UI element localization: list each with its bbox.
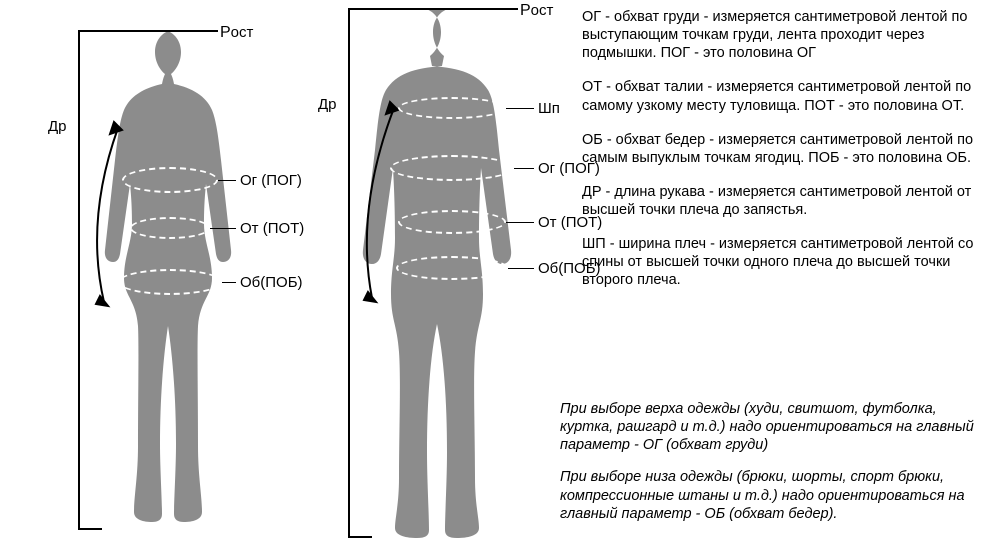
definition-dr: ДР - длина рукава - измеряется сантиметр… (582, 183, 987, 219)
definition-ot: ОТ - обхват талии - измеряется сантиметр… (582, 78, 987, 114)
definition-shp: ШП - ширина плеч - измеряется сантиметро… (582, 235, 987, 289)
definition-og: ОГ - обхват груди - измеряется сантиметр… (582, 8, 987, 62)
notes-column: При выборе верха одежды (худи, свитшот, … (560, 400, 990, 537)
note-top: При выборе верха одежды (худи, свитшот, … (560, 400, 990, 454)
male-shoulder-leader (506, 108, 534, 109)
male-sleeve-curve (0, 0, 560, 400)
male-hip-ring (396, 256, 508, 280)
note-bottom: При выборе низа одежды (брюки, шорты, сп… (560, 468, 990, 522)
male-hip-leader (508, 268, 534, 269)
male-shoulder-ring (398, 97, 506, 119)
definition-ob: ОБ - обхват бедер - измеряется сантиметр… (582, 131, 987, 167)
male-bust-ring (390, 155, 514, 181)
male-bust-leader (514, 168, 534, 169)
male-shoulder-label: Шп (538, 100, 560, 117)
male-height-tick-bottom (348, 536, 372, 538)
definitions-column: ОГ - обхват груди - измеряется сантиметр… (582, 8, 987, 306)
male-sleeve-label: Др (318, 96, 337, 113)
diagram-stage: Рост Др Ог (ПОГ) От (ПОТ) Об(ПОБ) Рост Д… (0, 0, 1000, 555)
female-height-tick-bottom (78, 528, 102, 530)
male-waist-ring (398, 210, 506, 234)
male-waist-leader (506, 222, 534, 223)
